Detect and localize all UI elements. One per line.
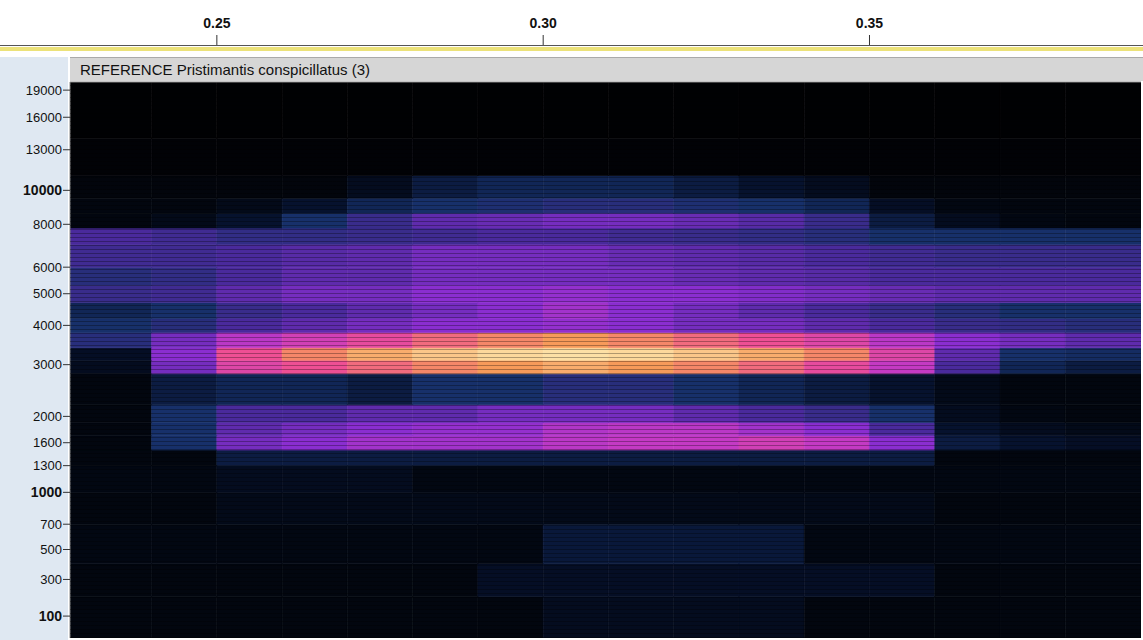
svg-text:0.30: 0.30 bbox=[530, 15, 557, 31]
svg-text:19000: 19000 bbox=[26, 83, 62, 98]
svg-text:1000: 1000 bbox=[31, 484, 62, 500]
svg-text:10000: 10000 bbox=[23, 182, 62, 198]
svg-text:1300: 1300 bbox=[33, 458, 62, 473]
svg-text:300: 300 bbox=[40, 572, 62, 587]
svg-text:0.25: 0.25 bbox=[203, 15, 230, 31]
svg-text:4000: 4000 bbox=[33, 318, 62, 333]
svg-text:500: 500 bbox=[40, 542, 62, 557]
svg-text:13000: 13000 bbox=[26, 142, 62, 157]
svg-text:3000: 3000 bbox=[33, 357, 62, 372]
svg-text:100: 100 bbox=[39, 608, 63, 624]
svg-text:16000: 16000 bbox=[26, 110, 62, 125]
html-text:REFERENCE Pristimantis conspic: REFERENCE Pristimantis conspicillatus (3… bbox=[80, 61, 371, 78]
svg-text:1600: 1600 bbox=[33, 435, 62, 450]
svg-text:5000: 5000 bbox=[33, 286, 62, 301]
svg-text:8000: 8000 bbox=[33, 217, 62, 232]
svg-text:700: 700 bbox=[40, 517, 62, 532]
svg-text:2000: 2000 bbox=[33, 409, 62, 424]
svg-text:6000: 6000 bbox=[33, 260, 62, 275]
svg-text:0.35: 0.35 bbox=[856, 15, 883, 31]
